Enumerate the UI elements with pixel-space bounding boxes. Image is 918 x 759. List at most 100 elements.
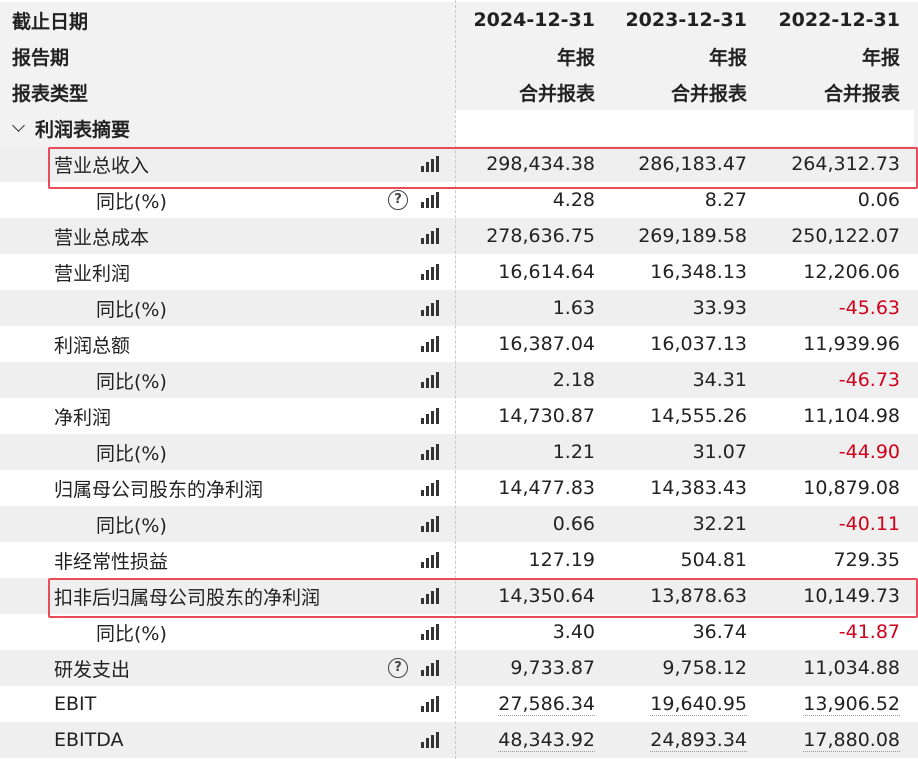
value-text: 127.19 — [528, 549, 595, 571]
value-cell: -46.73 — [759, 362, 914, 398]
value-cell: -41.87 — [759, 614, 914, 650]
chevron-down-icon[interactable] — [12, 118, 25, 132]
value-text: -46.73 — [838, 369, 900, 391]
row-label: EBIT — [0, 686, 455, 722]
value-text: 0.66 — [552, 513, 595, 535]
row-label-text: 同比(%) — [96, 298, 167, 321]
value-text: 33.93 — [692, 297, 747, 319]
value-text: 729.35 — [833, 549, 900, 571]
table-row: 营业利润 16,614.64 16,348.13 12,206.06 — [0, 254, 918, 290]
bar-chart-icon[interactable] — [420, 480, 439, 496]
value-text: 298,434.38 — [486, 153, 595, 175]
bar-chart-icon[interactable] — [420, 516, 439, 532]
value-text: 250,122.07 — [791, 225, 900, 247]
row-label: 营业总收入 — [0, 146, 455, 182]
row-label-text: 营业总收入 — [54, 154, 150, 177]
value-cell: 9,733.87 — [455, 650, 607, 686]
value-cell: 16,037.13 — [607, 326, 759, 362]
section-title: 利润表摘要 — [35, 118, 131, 141]
value-text: 11,104.98 — [803, 405, 900, 427]
header-value: 年报 — [861, 46, 900, 69]
value-text: 16,614.64 — [498, 261, 595, 283]
value-cell: 13,878.63 — [607, 578, 759, 614]
value-cell: 14,555.26 — [607, 398, 759, 434]
bar-chart-icon[interactable] — [420, 336, 439, 352]
value-text: 14,383.43 — [650, 477, 747, 499]
value-text: 48,343.92 — [498, 728, 595, 752]
value-text: 11,034.88 — [803, 657, 900, 679]
header-value: 年报 — [708, 46, 747, 69]
row-label: 利润总额 — [0, 326, 455, 362]
bar-chart-icon[interactable] — [420, 660, 439, 676]
value-cell: 11,034.88 — [759, 650, 914, 686]
row-label-text: 利润总额 — [54, 334, 131, 357]
value-cell: 264,312.73 — [759, 146, 914, 182]
bar-chart-icon[interactable] — [420, 264, 439, 280]
bar-chart-icon[interactable] — [420, 732, 439, 748]
section-header[interactable]: 利润表摘要 — [0, 110, 455, 146]
bar-chart-icon[interactable] — [420, 192, 439, 208]
table-row: 归属母公司股东的净利润 14,477.83 14,383.43 10,879.08 — [0, 470, 918, 506]
value-text: 1.63 — [552, 297, 595, 319]
value-cell: 3.40 — [455, 614, 607, 650]
section-row-profit-summary[interactable]: 利润表摘要 — [0, 110, 918, 146]
header-value: 合并报表 — [518, 82, 595, 105]
value-cell: 14,477.83 — [455, 470, 607, 506]
value-text: 264,312.73 — [791, 153, 900, 175]
row-label-text: 同比(%) — [96, 514, 167, 537]
row-label: 同比(%) — [0, 290, 455, 326]
bar-chart-icon[interactable] — [420, 372, 439, 388]
table-row: 营业总成本 278,636.75 269,189.58 250,122.07 — [0, 218, 918, 254]
table-row: 同比(%) 1.21 31.07 -44.90 — [0, 434, 918, 470]
value-cell: 34.31 — [607, 362, 759, 398]
value-text: 16,037.13 — [650, 333, 747, 355]
value-cell: 24,893.34 — [607, 722, 759, 758]
value-cell: 127.19 — [455, 542, 607, 578]
header-label: 报表类型 — [12, 82, 89, 105]
question-circle-icon[interactable]: ? — [388, 190, 408, 210]
value-cell: -44.90 — [759, 434, 914, 470]
bar-chart-icon[interactable] — [420, 408, 439, 424]
bar-chart-icon[interactable] — [420, 624, 439, 640]
bar-chart-icon[interactable] — [420, 228, 439, 244]
row-label-text: EBIT — [54, 693, 97, 715]
bar-chart-icon[interactable] — [420, 696, 439, 712]
value-cell: 298,434.38 — [455, 146, 607, 182]
value-cell: 0.06 — [759, 182, 914, 218]
value-cell: -45.63 — [759, 290, 914, 326]
table-row: 净利润 14,730.87 14,555.26 11,104.98 — [0, 398, 918, 434]
header-label: 截止日期 — [12, 10, 89, 33]
bar-chart-icon[interactable] — [420, 588, 439, 604]
row-label: 归属母公司股东的净利润 — [0, 470, 455, 506]
value-cell: 10,879.08 — [759, 470, 914, 506]
table-row: 非经常性损益 127.19 504.81 729.35 — [0, 542, 918, 578]
row-label: EBITDA — [0, 722, 455, 758]
value-cell: 13,906.52 — [759, 686, 914, 722]
bar-chart-icon[interactable] — [420, 156, 439, 172]
value-cell: 9,758.12 — [607, 650, 759, 686]
bar-chart-icon[interactable] — [420, 300, 439, 316]
table-row: 同比(%) 3.40 36.74 -41.87 — [0, 614, 918, 650]
value-text: 14,730.87 — [498, 405, 595, 427]
value-text: 13,906.52 — [803, 692, 900, 716]
value-cell: 14,350.64 — [455, 578, 607, 614]
bar-chart-icon[interactable] — [420, 552, 439, 568]
table-row: 同比(%) 2.18 34.31 -46.73 — [0, 362, 918, 398]
row-label-text: 净利润 — [54, 406, 112, 429]
row-label-text: 研发支出 — [54, 658, 131, 681]
question-circle-icon[interactable]: ? — [388, 658, 408, 678]
value-cell: 14,730.87 — [455, 398, 607, 434]
value-cell: 11,939.96 — [759, 326, 914, 362]
value-text: 27,586.34 — [498, 692, 595, 716]
bar-chart-icon[interactable] — [420, 444, 439, 460]
value-cell: 19,640.95 — [607, 686, 759, 722]
value-text: 8.27 — [704, 189, 747, 211]
value-text: 1.21 — [552, 441, 595, 463]
row-label-text: 营业总成本 — [54, 226, 150, 249]
row-label: 非经常性损益 — [0, 542, 455, 578]
value-cell: 10,149.73 — [759, 578, 914, 614]
row-label-text: 同比(%) — [96, 442, 167, 465]
value-cell: 0.66 — [455, 506, 607, 542]
value-text: -45.63 — [838, 297, 900, 319]
